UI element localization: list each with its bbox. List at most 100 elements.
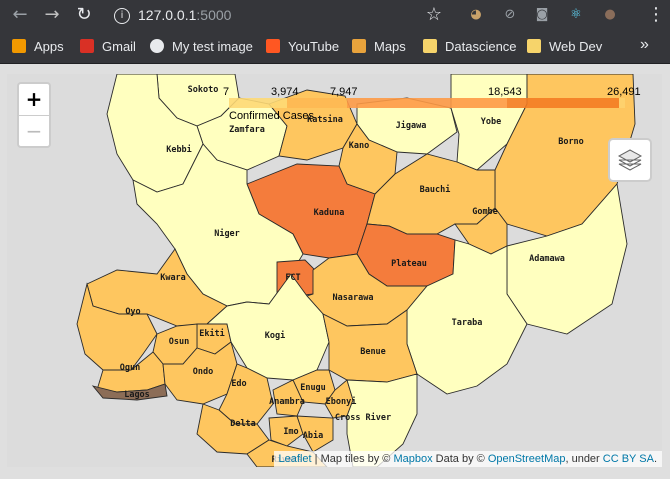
legend-title: Confirmed Cases: [229, 110, 314, 122]
youtube-icon: [266, 39, 280, 53]
state-label-katsina: Katsina: [307, 114, 343, 125]
bookmark-label: Maps: [374, 39, 406, 54]
legend-break-3: 18,543: [488, 86, 522, 98]
bookmark-datascience[interactable]: Datascience: [423, 38, 517, 56]
bookmark-gmail[interactable]: Gmail: [80, 38, 136, 56]
bookmark-label: YouTube: [288, 39, 340, 54]
attribution-end: .: [653, 453, 657, 465]
state-label-ondo: Ondo: [193, 367, 213, 377]
url-port: :5000: [196, 7, 232, 23]
state-label-nasarawa: Nasarawa: [333, 293, 374, 303]
camera-extension-icon[interactable]: ◙: [535, 7, 549, 22]
browser-toolbar: ← → ↻ i 127.0.0.1:5000 ☆ ◕ ⊘ ◙ ⚛ ● ⋮: [0, 0, 670, 30]
attribution-sep: |: [311, 453, 321, 465]
react-extension-icon[interactable]: ⚛: [570, 7, 582, 22]
state-label-delta: Delta: [230, 419, 256, 429]
bookmark-label: Gmail: [102, 39, 136, 54]
bookmarks-bar: Apps Gmail My test image YouTube Maps Datasci…: [0, 30, 670, 64]
mapbox-link[interactable]: Mapbox: [393, 453, 433, 465]
bookmark-apps[interactable]: Apps: [12, 38, 64, 56]
folder-icon: [527, 39, 541, 53]
zoom-out-button[interactable]: −: [25, 119, 43, 143]
url-host: 127.0.0.1: [138, 7, 197, 23]
map-attribution: Leaflet | Map tiles by © Mapbox Data by …: [273, 451, 662, 467]
state-label-ebonyi: Ebonyi: [326, 396, 357, 407]
license-link[interactable]: CC BY SA: [602, 453, 654, 465]
legend-break-first: 7: [223, 86, 229, 98]
state-label-kano: Kano: [349, 141, 369, 151]
profile-avatar-icon[interactable]: ●: [604, 7, 616, 22]
bookmark-web-dev[interactable]: Web Dev: [527, 38, 602, 56]
legend-swatch-1: [229, 98, 287, 108]
legend: 7 3,974 7,947 18,543 26,491 Confirmed Ca…: [223, 86, 641, 122]
state-oyo[interactable]: [76, 282, 158, 371]
layers-control-button[interactable]: [608, 138, 652, 182]
legend-break-2: 7,947: [330, 86, 358, 98]
state-imo[interactable]: [268, 415, 304, 447]
bookmark-maps[interactable]: Maps: [352, 38, 406, 56]
attribution-under-text: , under: [565, 453, 603, 465]
state-label-enugu: Enugu: [300, 383, 326, 393]
zoom-control: + −: [17, 82, 51, 148]
state-label-sokoto: Sokoto: [188, 85, 219, 95]
state-label-borno: Borno: [558, 137, 584, 147]
openstreetmap-link[interactable]: OpenStreetMap: [487, 453, 566, 465]
state-label-fct: FCT: [285, 273, 300, 283]
choropleth-map[interactable]: Sokoto Zamfara Katsina Jigawa Yobe Borno Kebbi…: [7, 74, 662, 467]
block-extension-icon[interactable]: ⊘: [504, 7, 516, 22]
state-label-yobe: Yobe: [481, 117, 501, 127]
globe-icon: [150, 39, 164, 53]
state-lagos[interactable]: [91, 383, 168, 401]
state-label-anambra: Anambra: [269, 397, 305, 407]
state-label-plateau: Plateau: [391, 259, 427, 269]
bookmark-my-test-image[interactable]: My test image: [150, 38, 253, 56]
state-label-taraba: Taraba: [452, 318, 483, 328]
state-label-kebbi: Kebbi: [166, 144, 192, 155]
bookmark-label: Apps: [34, 39, 64, 54]
apps-grid-icon: [12, 39, 26, 53]
state-label-kaduna: Kaduna: [314, 208, 345, 218]
legend-break-4: 26,491: [607, 86, 641, 98]
state-label-bauchi: Bauchi: [420, 184, 451, 195]
states-layer: [76, 74, 636, 467]
state-label-zamfara: Zamfara: [229, 125, 265, 135]
state-label-lagos: Lagos: [124, 390, 150, 400]
leaflet-link[interactable]: Leaflet: [278, 453, 312, 465]
legend-break-1: 3,974: [271, 86, 299, 98]
browser-menu-icon[interactable]: ⋮: [647, 4, 665, 25]
state-borno[interactable]: [494, 74, 636, 237]
state-cross-river[interactable]: [346, 373, 418, 467]
state-abia[interactable]: [296, 415, 334, 453]
bookmark-label: Web Dev: [549, 39, 603, 54]
state-anambra[interactable]: [272, 379, 304, 417]
back-arrow-icon[interactable]: ←: [12, 4, 28, 25]
forward-arrow-icon[interactable]: →: [44, 4, 60, 25]
state-label-benue: Benue: [360, 347, 386, 357]
state-label-cross-river: Cross River: [335, 412, 391, 423]
bookmarks-overflow-icon[interactable]: »: [640, 36, 649, 53]
site-info-icon[interactable]: i: [114, 8, 130, 25]
legend-swatch-4: [507, 98, 619, 108]
bookmark-youtube[interactable]: YouTube: [266, 38, 339, 56]
state-label-adamawa: Adamawa: [529, 254, 565, 264]
state-label-ekiti: Ekiti: [199, 328, 225, 339]
bookmark-star-icon[interactable]: ☆: [425, 4, 443, 25]
maps-pin-icon: [352, 39, 366, 53]
state-label-edo: Edo: [231, 379, 246, 389]
bookmark-label: Datascience: [445, 39, 517, 54]
address-bar[interactable]: i 127.0.0.1:5000: [110, 4, 450, 26]
folder-icon: [423, 39, 437, 53]
reload-icon[interactable]: ↻: [76, 4, 92, 25]
owl-extension-icon[interactable]: ◕: [470, 7, 482, 22]
state-label-jigawa: Jigawa: [396, 120, 427, 131]
zoom-in-button[interactable]: +: [19, 84, 49, 116]
state-label-kogi: Kogi: [265, 330, 285, 341]
state-label-kwara: Kwara: [160, 273, 186, 283]
legend-swatch-3: [347, 98, 507, 108]
state-label-abia: Abia: [303, 430, 323, 441]
page-content: Sokoto Zamfara Katsina Jigawa Yobe Borno Kebbi…: [0, 64, 670, 479]
attribution-data-text: Data by ©: [432, 453, 488, 465]
attribution-tiles-text: Map tiles by ©: [320, 453, 394, 465]
state-label-gombe: Gombe: [472, 207, 498, 217]
state-label-oyo: Oyo: [125, 307, 140, 317]
